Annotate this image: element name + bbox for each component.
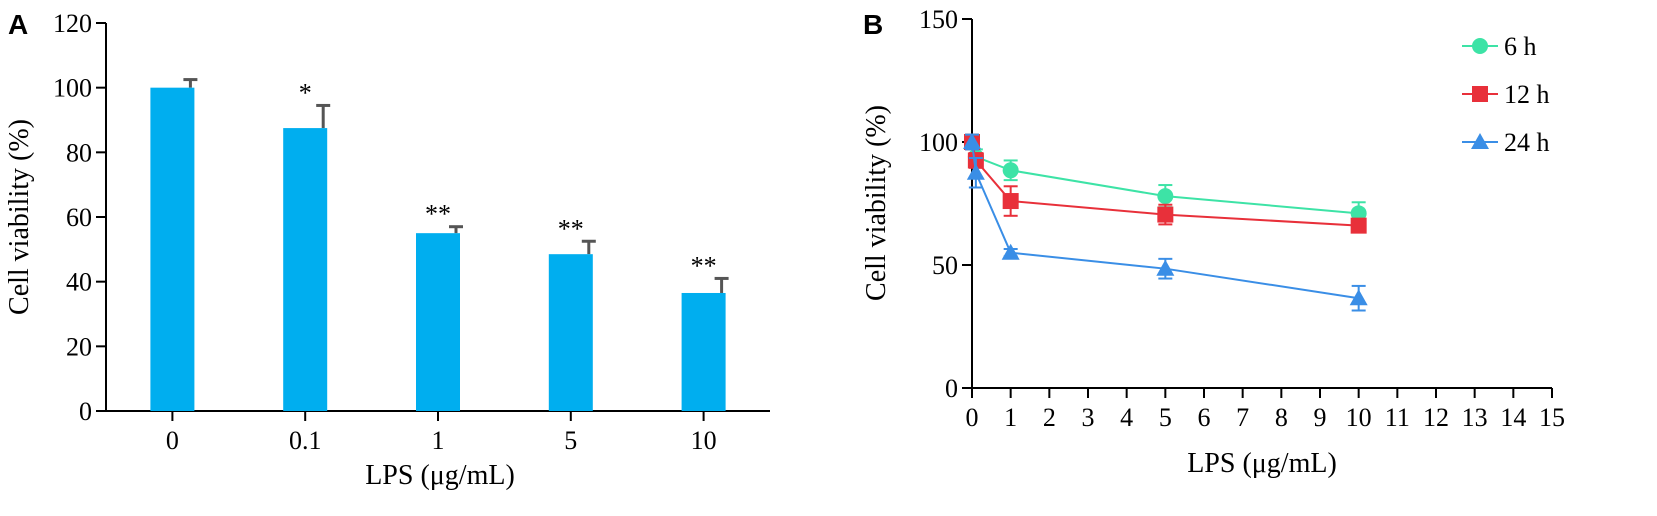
panel-b-label: B <box>863 9 883 40</box>
panel-a-bars: ******* <box>150 78 729 412</box>
panel-a-y-tick-label: 0 <box>79 397 92 426</box>
panel-b-line-chart: B Cell viability (%) LPS (μg/mL) 0501001… <box>861 5 1565 479</box>
panel-b-x-axis-label: LPS (μg/mL) <box>1187 448 1337 479</box>
panel-b-data-point <box>1350 205 1367 222</box>
panel-a-y-tick-label: 100 <box>53 74 92 103</box>
panel-b-y-axis-label: Cell viability (%) <box>861 105 892 301</box>
panel-a-significance-label: ** <box>691 251 717 280</box>
panel-a-x-ticks: 0 0.1 1 5 10 <box>166 411 717 455</box>
panel-b-legend-marker <box>1472 38 1488 54</box>
panel-b-legend-label: 24 h <box>1504 128 1550 157</box>
panel-b-legend-label: 6 h <box>1504 32 1537 61</box>
panel-b-x-tick-label: 13 <box>1462 403 1488 432</box>
panel-b-data-point <box>1157 188 1174 205</box>
panel-b-x-tick-label: 6 <box>1198 403 1211 432</box>
panel-a-y-tick-label: 80 <box>66 138 92 167</box>
panel-b-legend-marker <box>1472 86 1488 102</box>
panel-a-x-tick-label: 1 <box>432 426 445 455</box>
panel-b-data-point <box>1002 193 1019 210</box>
panel-b-x-tick-label: 3 <box>1082 403 1095 432</box>
panel-b-x-ticks: 0 1 2 3 4 5 6 7 8 9 10 11 12 13 14 15 <box>966 388 1565 432</box>
panel-a-label: A <box>8 9 28 40</box>
panel-a-y-ticks: 0 20 40 60 80 100 120 <box>53 9 106 426</box>
panel-b-x-tick-label: 11 <box>1385 403 1410 432</box>
panel-a-bar <box>681 292 726 411</box>
panel-a-significance-label: ** <box>558 214 584 243</box>
panel-a-x-tick-label: 0 <box>166 426 179 455</box>
panel-b-y-tick-label: 100 <box>919 128 958 157</box>
panel-b-data-point <box>1001 243 1020 260</box>
panel-b-x-tick-label: 15 <box>1539 403 1565 432</box>
panel-b-data-point <box>1002 162 1019 179</box>
panel-a-bar <box>150 87 195 412</box>
panel-a-y-axis-label: Cell viability (%) <box>4 119 35 315</box>
panel-a-y-tick-label: 20 <box>66 332 92 361</box>
panel-b-series-12-h <box>964 133 1367 234</box>
panel-a-y-tick-label: 60 <box>66 203 92 232</box>
panel-a-bar-chart: A Cell viability (%) LPS (μg/mL) 0 20 40 60… <box>4 9 770 491</box>
panel-b-data-point <box>966 163 985 180</box>
panel-b-x-tick-label: 4 <box>1120 403 1133 432</box>
panel-b-x-tick-label: 14 <box>1500 403 1526 432</box>
panel-a-x-tick-label: 0.1 <box>289 426 322 455</box>
panel-a-bar <box>283 128 328 412</box>
panel-b-data-point <box>1156 259 1175 276</box>
panel-b-x-tick-label: 2 <box>1043 403 1056 432</box>
panel-b-y-ticks: 0 50 100 150 <box>919 5 972 403</box>
panel-b-data-point <box>1350 217 1367 234</box>
panel-b-data-point <box>963 133 981 149</box>
panel-a-x-tick-label: 5 <box>564 426 577 455</box>
panel-b-x-tick-label: 9 <box>1314 403 1327 432</box>
panel-b-x-tick-label: 5 <box>1159 403 1172 432</box>
panel-b-legend: 6 h 12 h 24 h <box>1462 32 1550 157</box>
panel-b-series <box>963 133 1368 312</box>
panel-a-x-tick-label: 10 <box>691 426 717 455</box>
panel-b-x-tick-label: 7 <box>1236 403 1249 432</box>
panel-b-y-tick-label: 0 <box>945 374 958 403</box>
panel-b-x-tick-label: 12 <box>1423 403 1449 432</box>
panel-a-bar <box>416 233 460 411</box>
panel-b-y-tick-label: 50 <box>932 251 958 280</box>
panel-b-series-24-h <box>963 133 1368 312</box>
panel-b-legend-marker <box>1471 133 1489 149</box>
panel-b-y-tick-label: 150 <box>919 5 958 34</box>
panel-a-significance-label: * <box>299 78 312 107</box>
panel-b-x-tick-label: 10 <box>1346 403 1372 432</box>
panel-b-x-tick-label: 8 <box>1275 403 1288 432</box>
panel-a-y-tick-label: 120 <box>53 9 92 38</box>
panel-a-x-axis-label: LPS (μg/mL) <box>365 460 515 491</box>
panel-a-y-tick-label: 40 <box>66 268 92 297</box>
panel-a-significance-label: ** <box>425 200 451 229</box>
panel-a-bar <box>548 254 593 411</box>
panel-b-data-point <box>1349 289 1368 306</box>
panel-b-x-tick-label: 1 <box>1004 403 1017 432</box>
panel-b-legend-label: 12 h <box>1504 80 1550 109</box>
panel-b-x-tick-label: 0 <box>966 403 979 432</box>
panel-b-data-point <box>1157 206 1174 223</box>
